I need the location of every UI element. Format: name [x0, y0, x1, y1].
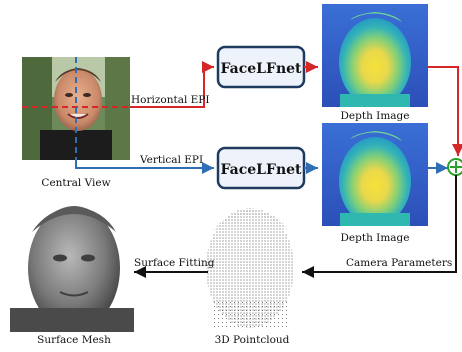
surface-fitting-label: Surface Fitting	[134, 257, 215, 269]
central-view-caption: Central View	[41, 177, 110, 189]
top-depth-to-sum-arrow	[428, 66, 462, 156]
pointcloud-image	[206, 208, 294, 330]
depth-image-bottom	[322, 123, 428, 226]
horizontal-epi-label: Horizontal EPI	[131, 94, 210, 106]
depth-image-top	[322, 4, 428, 107]
pointcloud-caption: 3D Pointcloud	[215, 334, 290, 346]
horizontal-epi-arrow	[130, 61, 214, 108]
camera-parameters-arrow	[302, 175, 457, 278]
depth-image-top-caption: Depth Image	[341, 110, 410, 122]
surface-mesh-caption: Surface Mesh	[37, 334, 111, 346]
vertical-epi-arrow	[75, 160, 214, 174]
facelfnet-bottom-label: FaceLFnet	[220, 162, 302, 178]
camera-parameters-label: Camera Parameters	[346, 257, 452, 269]
depth-image-bottom-caption: Depth Image	[341, 232, 410, 244]
facelfnet-top-label: FaceLFnet	[220, 61, 302, 77]
plus-circle-icon	[447, 158, 462, 176]
central-view-photo	[22, 57, 130, 160]
facelfnet-box-bottom: FaceLFnet	[216, 146, 306, 190]
facelfnet-box-top: FaceLFnet	[216, 45, 306, 89]
vertical-epi-label: Vertical EPI	[139, 154, 203, 166]
mesh-render-image	[10, 206, 134, 332]
